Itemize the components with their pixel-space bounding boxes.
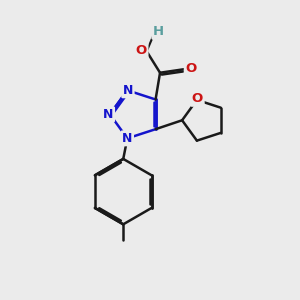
Text: H: H <box>153 25 164 38</box>
Text: O: O <box>192 92 203 105</box>
Text: N: N <box>103 108 114 121</box>
Text: O: O <box>185 62 197 75</box>
Text: N: N <box>122 132 133 145</box>
Text: N: N <box>123 84 133 97</box>
Text: O: O <box>136 44 147 57</box>
